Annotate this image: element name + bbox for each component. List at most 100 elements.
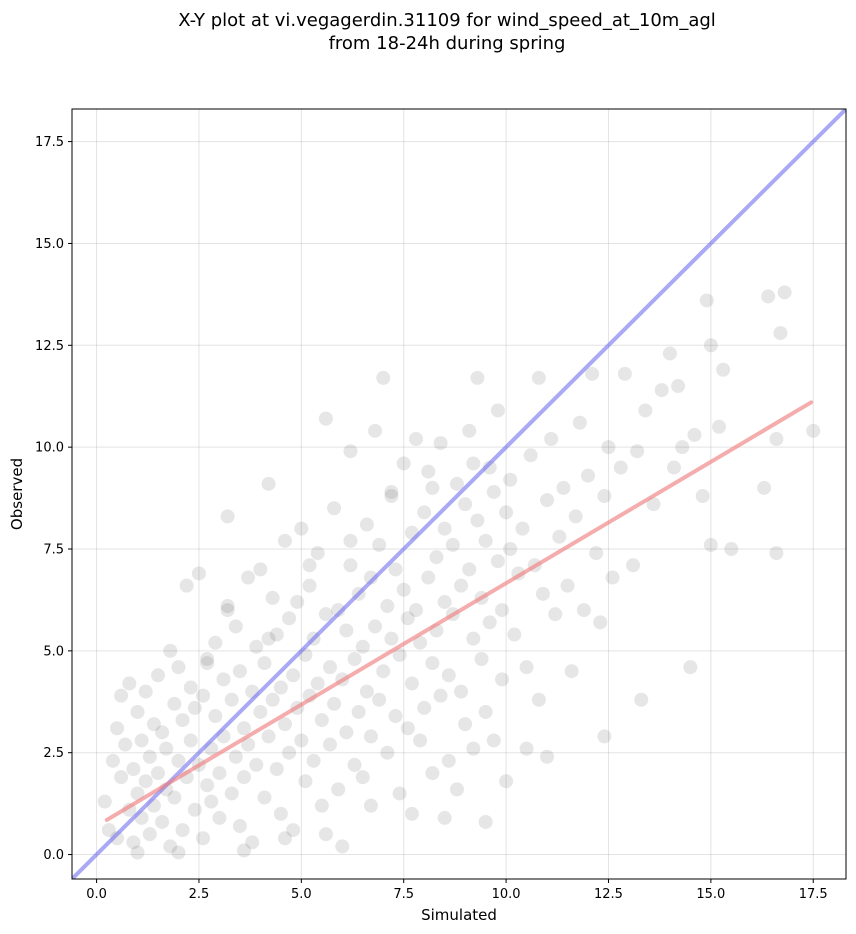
scatter-point bbox=[380, 745, 395, 760]
scatter-point bbox=[290, 594, 305, 609]
scatter-point bbox=[437, 521, 452, 536]
scatter-point bbox=[388, 709, 403, 724]
y-tick-label: 2.5 bbox=[43, 746, 64, 761]
scatter-point bbox=[294, 733, 309, 748]
scatter-point bbox=[122, 676, 137, 691]
scatter-point bbox=[523, 448, 538, 463]
scatter-point bbox=[138, 684, 153, 699]
scatter-point bbox=[138, 774, 153, 789]
scatter-point bbox=[507, 627, 522, 642]
scatter-point bbox=[228, 619, 243, 634]
scatter-point bbox=[478, 814, 493, 829]
scatter-point bbox=[441, 753, 456, 768]
scatter-point bbox=[540, 493, 555, 508]
scatter-point bbox=[388, 562, 403, 577]
scatter-point bbox=[277, 831, 292, 846]
scatter-point bbox=[396, 456, 411, 471]
x-tick-label: 12.5 bbox=[594, 887, 623, 902]
scatter-point bbox=[224, 786, 239, 801]
scatter-point bbox=[777, 285, 792, 300]
scatter-point bbox=[228, 749, 243, 764]
scatter-point bbox=[409, 603, 423, 618]
scatter-point bbox=[359, 517, 374, 532]
scatter-point bbox=[392, 786, 407, 801]
scatter-point bbox=[224, 692, 239, 707]
scatter-point bbox=[216, 672, 231, 687]
scatter-point bbox=[368, 619, 383, 634]
scatter-point bbox=[245, 835, 260, 850]
scatter-point bbox=[171, 660, 186, 675]
scatter-point bbox=[167, 790, 182, 805]
scatter-point bbox=[466, 741, 481, 756]
scatter-point bbox=[355, 639, 370, 654]
scatter-point bbox=[380, 599, 395, 614]
scatter-point bbox=[171, 753, 186, 768]
scatter-point bbox=[343, 558, 358, 573]
scatter-point bbox=[613, 460, 628, 475]
scatter-point bbox=[179, 578, 194, 593]
scatter-point bbox=[552, 529, 567, 544]
scatter-point bbox=[249, 757, 264, 772]
chart-title-line-2: from 18-24h during spring bbox=[329, 33, 566, 54]
scatter-point bbox=[564, 664, 579, 679]
scatter-point bbox=[417, 505, 432, 520]
scatter-point bbox=[445, 537, 460, 552]
scatter-point bbox=[200, 778, 215, 793]
scatter-point bbox=[265, 692, 280, 707]
scatter-point bbox=[449, 782, 464, 797]
scatter-point bbox=[314, 713, 329, 728]
y-tick-label: 10.0 bbox=[35, 441, 64, 456]
scatter-point bbox=[572, 415, 587, 430]
scatter-point bbox=[409, 432, 423, 446]
scatter-point bbox=[155, 814, 170, 829]
scatter-point bbox=[335, 839, 350, 854]
scatter-point bbox=[355, 770, 370, 785]
scatter-point bbox=[200, 652, 215, 666]
scatter-point bbox=[703, 537, 718, 552]
scatter-point bbox=[519, 741, 534, 756]
scatter-point bbox=[425, 480, 440, 495]
scatter-point bbox=[286, 668, 301, 683]
scatter-point bbox=[175, 823, 190, 838]
scatter-point bbox=[363, 729, 378, 744]
scatter-point bbox=[486, 733, 501, 748]
scatter-point bbox=[495, 603, 509, 618]
scatter-point bbox=[695, 489, 710, 504]
scatter-point bbox=[384, 484, 399, 499]
x-axis-ticks: 0.0 2.5 5.0 7.5 10.0 12.5 15.0 17.5 bbox=[86, 879, 828, 902]
scatter-point bbox=[421, 464, 436, 479]
scatter-point bbox=[769, 546, 784, 561]
scatter-point bbox=[163, 643, 178, 658]
scatter-point bbox=[495, 672, 509, 687]
scatter-point bbox=[585, 366, 600, 381]
scatter-point bbox=[376, 664, 391, 679]
scatter-point bbox=[478, 533, 493, 548]
scatter-point bbox=[175, 713, 190, 728]
scatter-point bbox=[237, 721, 251, 736]
identity-line bbox=[72, 109, 846, 879]
scatter-point bbox=[208, 635, 223, 650]
scatter-point bbox=[548, 607, 563, 622]
scatter-points bbox=[97, 285, 821, 860]
scatter-point bbox=[433, 688, 448, 703]
scatter-point bbox=[269, 627, 284, 642]
scatter-point bbox=[515, 521, 530, 536]
scatter-point bbox=[519, 660, 534, 675]
scatter-point bbox=[626, 558, 641, 573]
x-tick-label: 15.0 bbox=[696, 887, 725, 902]
scatter-point bbox=[318, 411, 333, 426]
y-axis-label: Observed bbox=[8, 458, 26, 530]
scatter-point bbox=[687, 427, 702, 442]
scatter-point bbox=[261, 729, 276, 744]
scatter-point bbox=[253, 562, 268, 577]
y-tick-label: 0.0 bbox=[43, 848, 64, 863]
scatter-point bbox=[454, 684, 469, 699]
scatter-point bbox=[671, 379, 686, 394]
scatter-point bbox=[400, 721, 415, 736]
scatter-point bbox=[130, 845, 145, 860]
scatter-point bbox=[630, 444, 645, 459]
scatter-point bbox=[372, 537, 387, 552]
scatter-point bbox=[376, 370, 391, 385]
y-tick-label: 7.5 bbox=[43, 543, 64, 558]
scatter-point bbox=[466, 456, 481, 471]
